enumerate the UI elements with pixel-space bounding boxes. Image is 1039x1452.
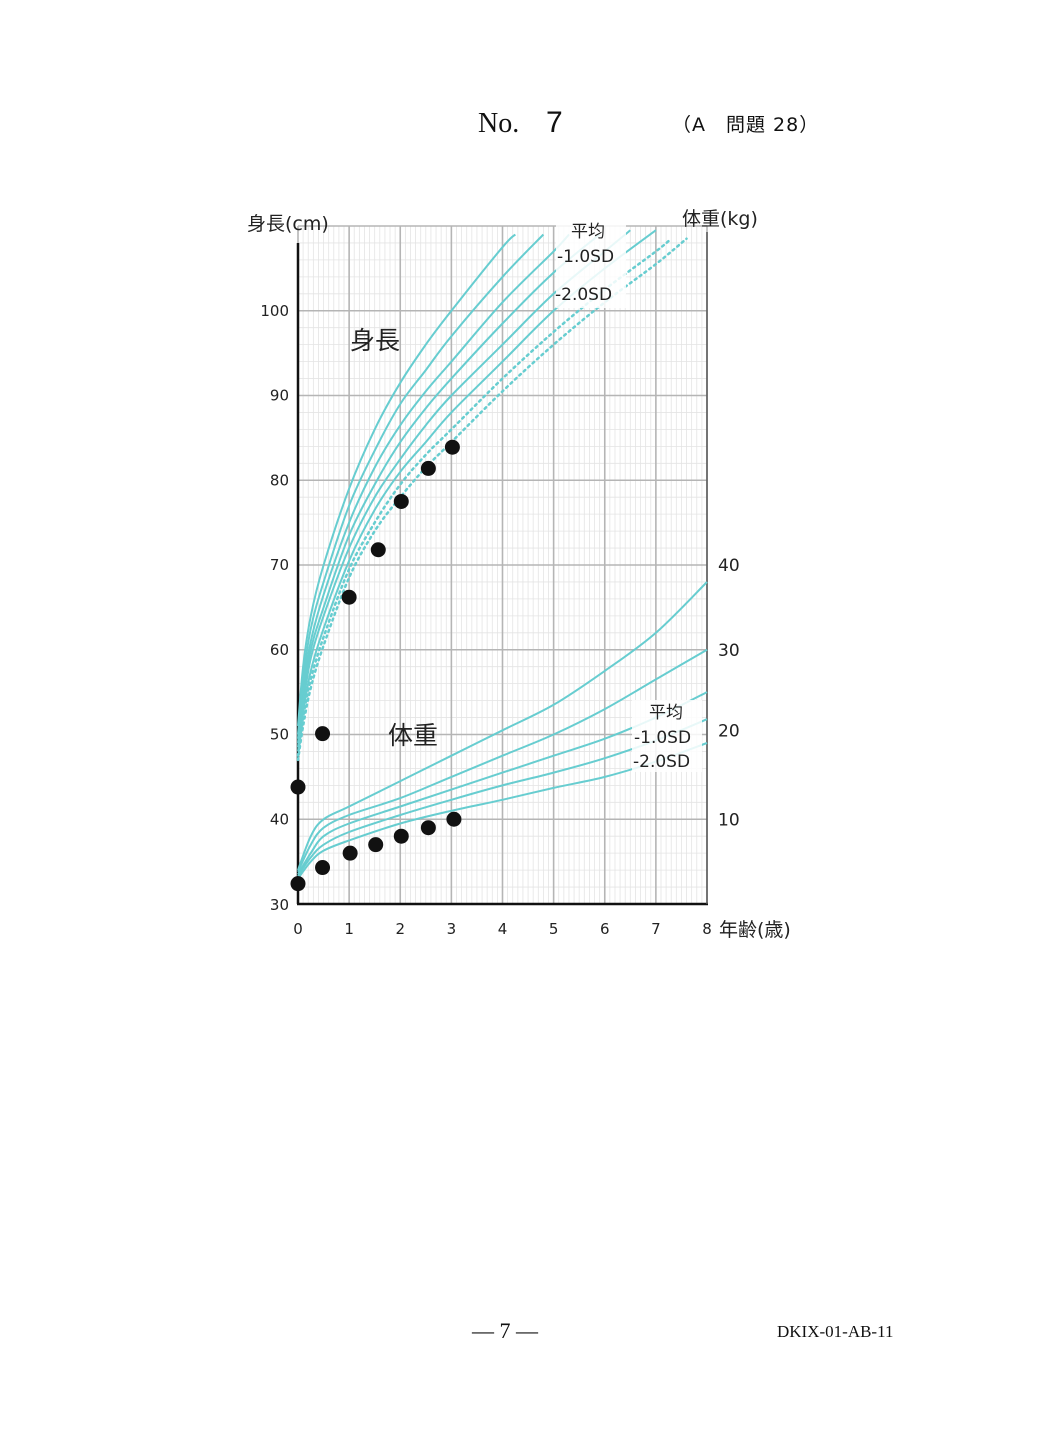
height-group-label: 身長	[350, 326, 400, 355]
x-tick-label: 5	[549, 920, 559, 938]
height-curve-6	[297, 229, 657, 752]
height-point-7	[444, 439, 460, 455]
y-left-tick-label: 30	[270, 896, 289, 914]
weight-point-1	[290, 876, 306, 892]
height-curve-8	[296, 237, 688, 762]
y-left-tick-label: 40	[270, 810, 289, 828]
height-curve-3	[297, 233, 570, 739]
x-tick-label: 7	[651, 920, 661, 938]
weight-curve-1	[297, 581, 708, 871]
weight-group-label: 体重	[388, 721, 438, 750]
height-point-2	[315, 726, 331, 742]
x-tick-label: 4	[498, 920, 508, 938]
weight-curve-5	[297, 742, 708, 880]
no-value: 7	[546, 106, 563, 139]
no-label: No.	[478, 108, 520, 139]
height-curve-1	[297, 233, 517, 727]
tick-labels: 0 1 2 3 4 5 6 7 8 30 40 50 60 70 80 90 100 10 20 30 40	[260, 302, 739, 938]
question-reference: （A 問題 28）	[672, 114, 820, 136]
height-point-4	[370, 542, 386, 558]
x-tick-label: 8	[702, 920, 712, 938]
x-tick-label: 3	[447, 920, 457, 938]
weight-point-7	[446, 811, 462, 827]
measurement-points	[290, 439, 462, 892]
weight-minus2sd-label: -2.0SD	[633, 752, 690, 772]
x-axis-label: 年齢(歳)	[719, 919, 791, 941]
y-axis-left-label: 身長(cm)	[247, 213, 329, 235]
y-left-tick-label: 80	[270, 471, 289, 489]
y-right-tick-label: 30	[718, 641, 740, 661]
y-left-tick-label: 50	[270, 726, 289, 744]
height-minus1sd-label: -1.0SD	[557, 247, 614, 267]
weight-point-4	[368, 837, 384, 853]
weight-curve-4	[297, 718, 708, 877]
x-tick-label: 1	[344, 920, 354, 938]
height-point-6	[420, 460, 436, 476]
weight-curve-2	[297, 648, 708, 873]
reference-curves	[296, 229, 708, 880]
height-point-1	[290, 779, 306, 795]
y-axis-right-label: 体重(kg)	[682, 208, 758, 230]
weight-legend-bg	[632, 700, 702, 772]
x-tick-label: 2	[395, 920, 405, 938]
y-right-tick-label: 10	[718, 810, 740, 830]
height-legend-bg	[556, 220, 626, 308]
document-code: DKIX-01-AB-11	[777, 1322, 894, 1341]
height-minus2sd-label: -2.0SD	[555, 285, 612, 305]
height-curve-5	[297, 229, 631, 748]
weight-point-6	[420, 820, 436, 836]
y-left-tick-label: 90	[270, 387, 289, 405]
height-point-3	[341, 589, 357, 605]
weight-curve-3	[297, 691, 708, 875]
weight-point-3	[342, 845, 358, 861]
y-right-tick-label: 20	[718, 721, 740, 741]
y-left-tick-label: 100	[260, 302, 289, 320]
x-tick-label: 6	[600, 920, 610, 938]
x-tick-label: 0	[293, 920, 303, 938]
weight-mean-label: 平均	[649, 703, 683, 723]
height-curve-4	[297, 233, 601, 744]
height-mean-label: 平均	[571, 222, 605, 242]
weight-point-2	[315, 860, 331, 876]
weight-minus1sd-label: -1.0SD	[634, 728, 691, 748]
y-left-tick-label: 70	[270, 556, 289, 574]
y-right-tick-label: 40	[718, 556, 740, 576]
y-left-tick-label: 60	[270, 641, 289, 659]
weight-point-5	[393, 828, 409, 844]
height-curve-2	[297, 233, 545, 735]
height-point-5	[393, 493, 409, 509]
page-number: — 7 —	[472, 1318, 538, 1343]
